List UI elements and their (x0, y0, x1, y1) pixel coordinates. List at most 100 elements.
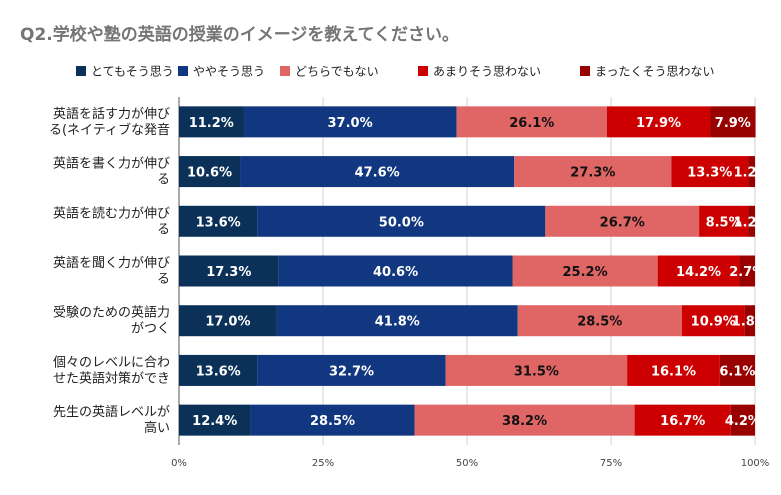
category-label-7: 先生の英語レベルが高い (53, 404, 170, 436)
bars: 11.2% 37.0% 26.1% 17.9% 7.9% 10.6% 47.6% 27.3% 1… (179, 106, 770, 436)
category-label-3: 英語を読む力が伸びる (53, 205, 170, 237)
legend-swatch-5 (580, 66, 590, 76)
legend-label-3: どちらでもない (295, 65, 379, 79)
bar-3-2 (257, 205, 546, 237)
bar-1-3 (456, 106, 607, 138)
bar-6-3 (445, 354, 628, 386)
category-label-line: 受験のための英語力 (53, 305, 170, 321)
category-labels: 英語を話す力が伸びる(ネイティブな発音英語を書く力が伸びる英語を読む力が伸びる英… (49, 106, 170, 436)
category-label-line: 先生の英語レベルが (53, 404, 170, 420)
category-label-line: 英語を読む力が伸び (53, 205, 170, 221)
bar-7-4 (634, 404, 731, 436)
data-label-4-1: 17.3% (206, 265, 251, 280)
data-label-3-3: 26.7% (600, 215, 645, 230)
bar-7-1 (179, 404, 251, 436)
data-label-7-1: 12.4% (192, 414, 237, 429)
data-label-7-2: 28.5% (310, 414, 355, 429)
data-label-2-2: 47.6% (355, 166, 400, 181)
data-label-4-3: 25.2% (563, 265, 608, 280)
data-label-2-5: 1.2% (734, 166, 770, 181)
category-label-1: 英語を話す力が伸びる(ネイティブな発音 (49, 106, 170, 138)
legend-label-5: まったくそう思わない (595, 65, 715, 79)
data-label-3-4: 8.5% (706, 215, 742, 230)
bar-4-2 (278, 255, 513, 287)
data-label-1-5: 7.9% (715, 116, 751, 131)
data-label-5-5: 1.8% (732, 315, 768, 330)
x-tick-label-2: 50% (456, 458, 478, 469)
bar-3-1 (179, 205, 258, 237)
category-label-line: 高い (144, 420, 170, 436)
data-label-7-4: 16.7% (660, 414, 705, 429)
chart-title: Q2.学校や塾の英語の授業のイメージを教えてください。 (20, 24, 459, 45)
bar-1-1 (179, 106, 244, 138)
data-label-3-2: 50.0% (379, 215, 424, 230)
data-label-2-4: 13.3% (687, 166, 732, 181)
data-label-4-5: 2.7% (729, 265, 765, 280)
legend-label-2: ややそう思う (193, 65, 265, 79)
data-label-4-4: 14.2% (676, 265, 721, 280)
data-label-1-2: 37.0% (328, 116, 373, 131)
bar-7-5 (730, 404, 755, 436)
category-label-line: る (157, 173, 170, 188)
data-label-2-3: 27.3% (570, 166, 615, 181)
bar-5-2 (276, 305, 518, 337)
legend-swatch-4 (418, 66, 428, 76)
category-label-5: 受験のための英語力がつく (53, 305, 170, 337)
legend-swatch-1 (76, 66, 86, 76)
bar-6-1 (179, 354, 258, 386)
category-label-line: る(ネイティブな発音 (49, 122, 170, 138)
bar-7-3 (414, 404, 635, 436)
data-label-6-4: 16.1% (651, 364, 696, 379)
data-label-1-3: 26.1% (509, 116, 554, 131)
bar-4-4 (657, 255, 740, 287)
bar-5-3 (517, 305, 682, 337)
bar-1-4 (606, 106, 711, 138)
data-label-5-3: 28.5% (577, 315, 622, 330)
x-tick-label-0: 0% (171, 458, 187, 469)
bar-7-2 (250, 404, 415, 436)
category-label-line: せた英語対策ができ (53, 370, 170, 386)
category-label-line: る (157, 222, 170, 237)
category-label-line: 英語を聞く力が伸び (53, 255, 170, 271)
data-label-6-1: 13.6% (196, 364, 241, 379)
data-label-1-1: 11.2% (189, 116, 234, 131)
category-label-line: 英語を話す力が伸び (53, 106, 170, 122)
bar-2-5 (748, 156, 755, 188)
data-label-6-3: 31.5% (514, 364, 559, 379)
x-tick-label-3: 75% (600, 458, 622, 469)
data-label-6-2: 32.7% (329, 364, 374, 379)
bar-4-3 (512, 255, 658, 287)
bar-1-5 (710, 106, 756, 138)
bar-1-2 (243, 106, 457, 138)
category-label-2: 英語を書く力が伸びる (53, 156, 170, 188)
data-label-4-2: 40.6% (373, 265, 418, 280)
category-label-line: 英語を書く力が伸び (53, 156, 170, 172)
category-label-4: 英語を聞く力が伸びる (53, 255, 170, 287)
data-label-7-5: 4.2% (725, 414, 761, 429)
bar-3-4 (699, 205, 749, 237)
data-label-2-1: 10.6% (187, 166, 232, 181)
bar-6-5 (719, 354, 755, 386)
category-label-line: る (157, 272, 170, 287)
category-label-line: がつく (131, 322, 170, 337)
legend-swatch-2 (178, 66, 188, 76)
bar-5-4 (681, 305, 745, 337)
legend-swatch-3 (280, 66, 290, 76)
data-label-3-5: 1.2% (734, 215, 770, 230)
data-label-7-3: 38.2% (502, 414, 547, 429)
bar-4-1 (179, 255, 279, 287)
bar-4-5 (739, 255, 755, 287)
x-tick-label-4: 100% (741, 458, 770, 469)
data-label-1-4: 17.9% (636, 116, 681, 131)
bar-5-5 (744, 305, 755, 337)
legend-label-1: とてもそう思う (91, 65, 174, 79)
legend: とてもそう思う ややそう思う どちらでもない あまりそう思わない まったくそう思わない (76, 65, 715, 79)
data-label-3-1: 13.6% (196, 215, 241, 230)
data-label-5-2: 41.8% (375, 315, 420, 330)
data-label-5-1: 17.0% (205, 315, 250, 330)
bar-2-3 (514, 156, 672, 188)
category-label-6: 個々のレベルに合わせた英語対策ができ (53, 355, 170, 386)
data-label-5-4: 10.9% (691, 315, 736, 330)
